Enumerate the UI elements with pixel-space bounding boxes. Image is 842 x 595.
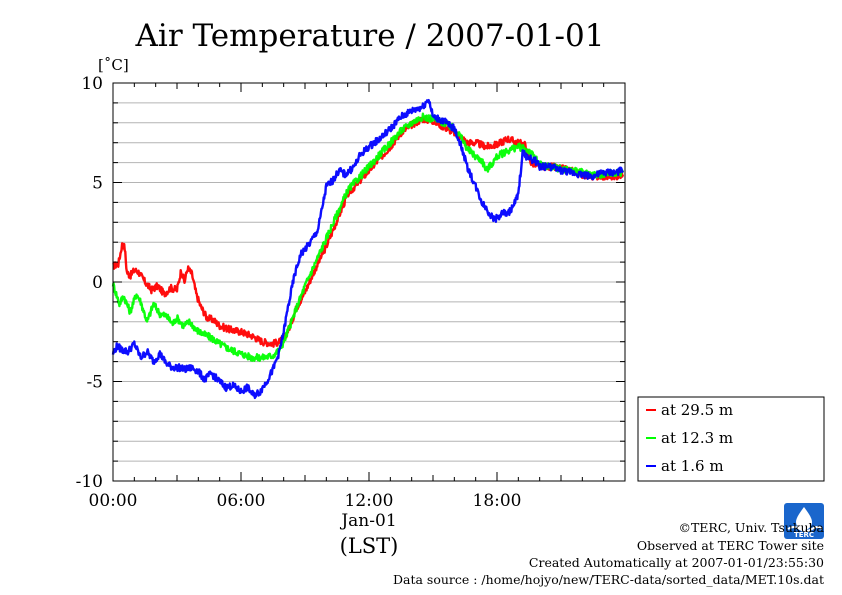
y-axis-unit-label: [˚C] [98, 56, 129, 74]
y-tick-label: -10 [76, 472, 103, 492]
water-drop-icon [796, 507, 812, 530]
legend: at 29.5 m at 12.3 m at 1.6 m [637, 396, 825, 482]
y-tick-label: 10 [81, 74, 103, 94]
legend-label: at 29.5 m [661, 401, 733, 419]
credit-source: Data source : /home/hojyo/new/TERC-data/… [393, 572, 824, 587]
terc-logo: TERC [784, 503, 824, 539]
logo-text: TERC [794, 531, 814, 539]
wave-icon [787, 526, 823, 532]
series-line-3 [111, 98, 624, 400]
axis-ticks [112, 82, 626, 482]
x-tick-label: 18:00 [473, 491, 522, 511]
x-axis-unit-label: (LST) [340, 534, 399, 558]
y-tick-label: 5 [92, 174, 103, 194]
y-tick-label: -5 [86, 373, 103, 393]
credit-site: Observed at TERC Tower site [637, 538, 824, 553]
legend-label: at 12.3 m [661, 429, 733, 447]
legend-box [637, 396, 825, 482]
credit-created: Created Automatically at 2007-01-01/23:5… [529, 555, 824, 570]
x-tick-label: 00:00 [89, 491, 138, 511]
y-tick-labels: 10 5 0 -5 -10 [76, 74, 103, 492]
x-tick-label: 12:00 [345, 491, 394, 511]
x-axis-date-label: Jan-01 [339, 511, 396, 531]
chart-title: Air Temperature / 2007-01-01 [135, 18, 605, 54]
y-tick-label: 0 [92, 273, 103, 293]
series-lines [111, 98, 625, 400]
legend-label: at 1.6 m [661, 457, 724, 475]
x-tick-labels: 00:00 06:00 12:00 18:00 [89, 491, 522, 511]
credit-copyright: ©TERC, Univ. Tsukuba [678, 520, 824, 535]
x-tick-label: 06:00 [217, 491, 266, 511]
